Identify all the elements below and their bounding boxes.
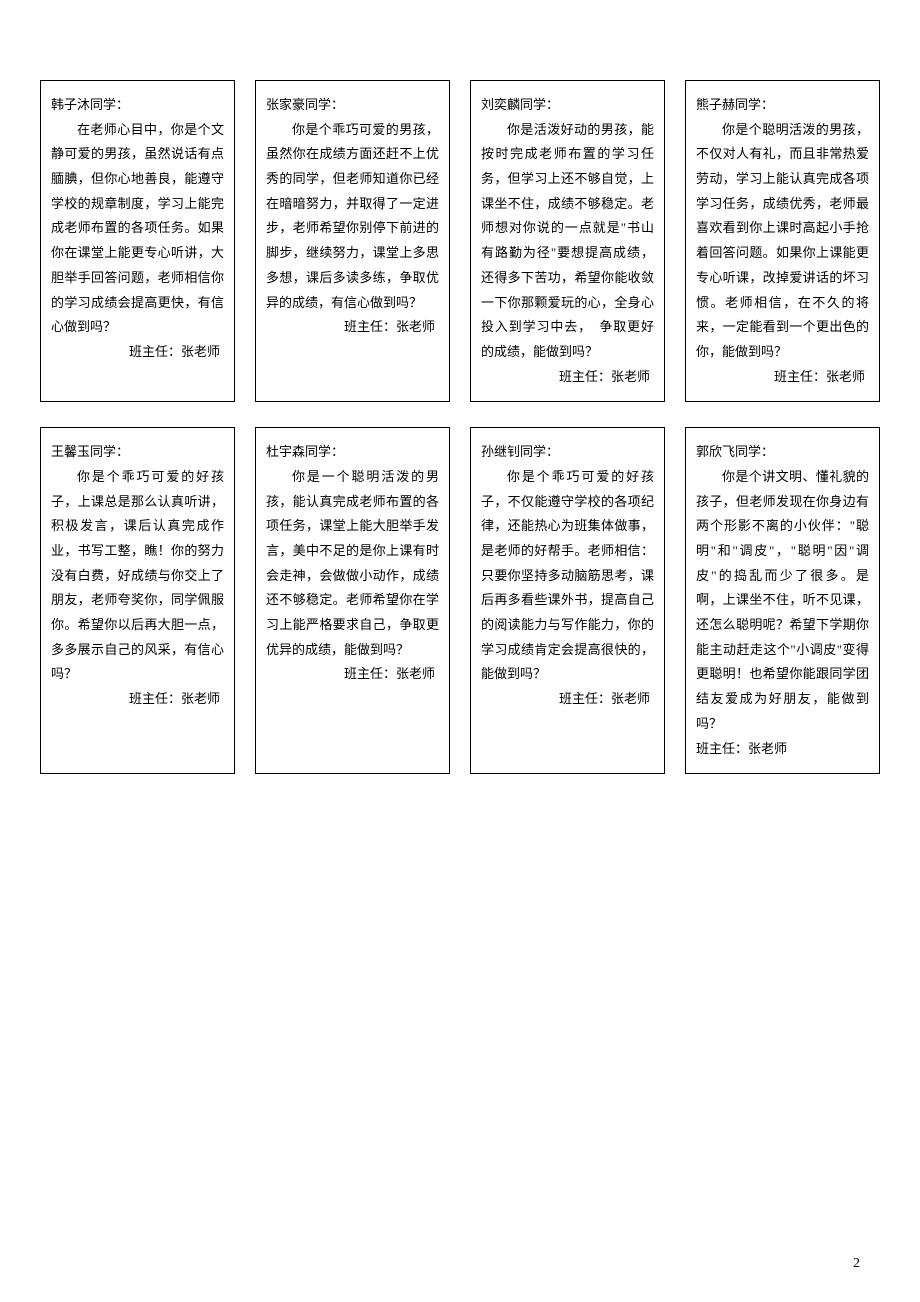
cards-row-1: 韩子沐同学： 在老师心目中，你是个文静可爱的男孩，虽然说话有点腼腆，但你心地善良… [40, 80, 880, 402]
page-number: 2 [853, 1256, 860, 1272]
body-text: 你是个乖巧可爱的好孩子，不仅能遵守学校的各项纪律，还能热心为班集体做事，是老师的… [481, 465, 654, 687]
greeting: 郭欣飞同学： [696, 440, 869, 465]
signature: 班主任：张老师 [266, 315, 439, 340]
greeting: 刘奕麟同学： [481, 93, 654, 118]
student-card: 张家豪同学： 你是个乖巧可爱的男孩，虽然你在成绩方面还赶不上优秀的同学，但老师知… [255, 80, 450, 402]
body-text: 你是个聪明活泼的男孩，不仅对人有礼，而且非常热爱劳动，学习上能认真完成各项学习任… [696, 118, 869, 365]
student-card: 王馨玉同学： 你是个乖巧可爱的好孩子，上课总是那么认真听讲，积极发言，课后认真完… [40, 427, 235, 774]
student-card: 孙继钊同学： 你是个乖巧可爱的好孩子，不仅能遵守学校的各项纪律，还能热心为班集体… [470, 427, 665, 774]
greeting: 韩子沐同学： [51, 93, 224, 118]
greeting: 孙继钊同学： [481, 440, 654, 465]
student-card: 杜宇森同学： 你是一个聪明活泼的男孩，能认真完成老师布置的各项任务，课堂上能大胆… [255, 427, 450, 774]
student-card: 刘奕麟同学： 你是活泼好动的男孩，能按时完成老师布置的学习任务，但学习上还不够自… [470, 80, 665, 402]
student-card: 郭欣飞同学： 你是个讲文明、懂礼貌的孩子，但老师发现在你身边有两个形影不离的小伙… [685, 427, 880, 774]
body-text: 你是个讲文明、懂礼貌的孩子，但老师发现在你身边有两个形影不离的小伙伴："聪明"和… [696, 465, 869, 737]
body-text: 你是个乖巧可爱的好孩子，上课总是那么认真听讲，积极发言，课后认真完成作业，书写工… [51, 465, 224, 687]
signature: 班主任：张老师 [696, 737, 869, 762]
student-card: 韩子沐同学： 在老师心目中，你是个文静可爱的男孩，虽然说话有点腼腆，但你心地善良… [40, 80, 235, 402]
greeting: 杜宇森同学： [266, 440, 439, 465]
greeting: 王馨玉同学： [51, 440, 224, 465]
body-text: 你是活泼好动的男孩，能按时完成老师布置的学习任务，但学习上还不够自觉，上课坐不住… [481, 118, 654, 365]
signature: 班主任：张老师 [696, 365, 869, 390]
signature: 班主任：张老师 [51, 340, 224, 365]
signature: 班主任：张老师 [481, 365, 654, 390]
signature: 班主任：张老师 [51, 687, 224, 712]
body-text: 你是一个聪明活泼的男孩，能认真完成老师布置的各项任务，课堂上能大胆举手发言，美中… [266, 465, 439, 663]
greeting: 熊子赫同学： [696, 93, 869, 118]
greeting: 张家豪同学： [266, 93, 439, 118]
student-card: 熊子赫同学： 你是个聪明活泼的男孩，不仅对人有礼，而且非常热爱劳动，学习上能认真… [685, 80, 880, 402]
body-text: 你是个乖巧可爱的男孩，虽然你在成绩方面还赶不上优秀的同学，但老师知道你已经在暗暗… [266, 118, 439, 316]
signature: 班主任：张老师 [481, 687, 654, 712]
body-text: 在老师心目中，你是个文静可爱的男孩，虽然说话有点腼腆，但你心地善良，能遵守学校的… [51, 118, 224, 340]
signature: 班主任：张老师 [266, 662, 439, 687]
cards-row-2: 王馨玉同学： 你是个乖巧可爱的好孩子，上课总是那么认真听讲，积极发言，课后认真完… [40, 427, 880, 774]
